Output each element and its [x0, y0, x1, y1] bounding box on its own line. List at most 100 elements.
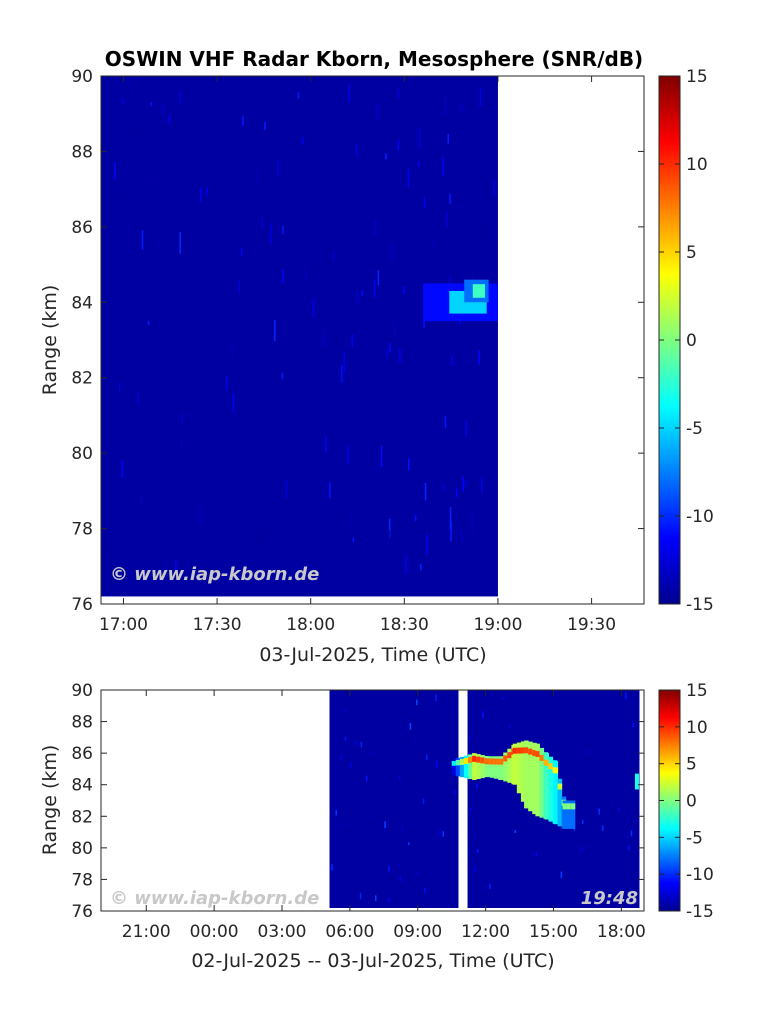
top-noise-streak	[403, 285, 405, 295]
top-noise-streak	[140, 496, 142, 506]
top-noise-streak	[388, 518, 391, 538]
bottom-noise-streak	[398, 862, 400, 867]
bottom-echo-core	[503, 755, 508, 762]
bottom-x-axis: 21:00 00:00 03:00 06:00 09:00 12:00 15:00 18:00	[122, 690, 646, 942]
y-tick-label: 82	[71, 807, 93, 827]
x-tick-label: 19:30	[567, 615, 616, 635]
bottom-noise-streak	[450, 705, 453, 709]
bottom-noise-streak	[626, 835, 629, 839]
bottom-echo-column	[489, 756, 495, 778]
top-noise-streak	[378, 443, 380, 458]
top-noise-streak	[182, 195, 185, 214]
bottom-echo-column	[493, 756, 499, 779]
top-noise-streak	[449, 193, 451, 205]
y-tick-label: 90	[71, 681, 93, 701]
top-noise-streak	[101, 141, 104, 154]
bottom-noise-streak	[333, 867, 335, 870]
x-tick-label: 12:00	[461, 922, 510, 942]
bottom-noise-streak	[344, 820, 346, 826]
bottom-noise-streak	[596, 808, 599, 811]
top-noise-streak	[465, 420, 468, 437]
top-noise-streak	[377, 270, 380, 286]
bottom-echo-column	[548, 756, 554, 822]
colorbar-tick-label: 15	[686, 681, 708, 701]
top-noise-streak	[386, 525, 389, 531]
top-noise-streak	[363, 538, 365, 552]
bottom-noise-streak	[618, 807, 620, 811]
colorbar-tick-label: -15	[686, 902, 714, 922]
x-tick-label: 18:30	[380, 615, 429, 635]
top-noise-streak	[340, 365, 343, 383]
top-noise-streak	[351, 334, 354, 348]
bottom-echo-core	[480, 757, 485, 764]
top-noise-streak	[320, 316, 323, 339]
bottom-echo-core	[548, 763, 554, 770]
bottom-noise-streak	[345, 708, 347, 712]
bottom-echo-core	[535, 750, 540, 757]
top-noise-streak	[399, 347, 401, 364]
top-noise-streak	[418, 161, 420, 167]
top-noise-streak	[422, 195, 424, 217]
top-noise-streak	[444, 98, 446, 117]
top-noise-streak	[350, 512, 353, 534]
top-noise-streak	[414, 515, 417, 522]
bottom-echo-core	[539, 754, 545, 761]
top-noise-streak	[465, 480, 467, 487]
bottom-noise-streak	[499, 801, 501, 805]
top-noise-streak	[225, 376, 228, 391]
top-noise-streak	[148, 177, 151, 190]
bottom-noise-streak	[508, 724, 511, 729]
bottom-echo-core	[463, 757, 469, 764]
top-noise-streak	[114, 162, 116, 181]
bottom-y-axis: 76 78 80 82 84 86 88 90	[71, 681, 644, 922]
top-noise-streak	[385, 153, 387, 160]
top-noise-streak	[386, 349, 389, 358]
top-noise-streak	[206, 187, 208, 196]
top-noise-streak	[442, 157, 444, 177]
bottom-xlabel: 02-Jul-2025 -- 03-Jul-2025, Time (UTC)	[191, 950, 554, 972]
top-noise-streak	[277, 159, 279, 176]
bottom-noise-streak	[481, 711, 483, 714]
top-noise-streak	[281, 372, 284, 380]
top-noise-streak	[348, 83, 350, 103]
top-noise-streak	[264, 233, 266, 238]
top-noise-streak	[301, 137, 304, 145]
bottom-noise-streak	[501, 696, 504, 700]
top-noise-streak	[376, 102, 379, 120]
bottom-echo-column	[455, 758, 461, 777]
top-noise-streak	[449, 507, 452, 529]
x-tick-label: 21:00	[122, 922, 171, 942]
top-noise-streak	[459, 103, 462, 115]
top-noise-streak	[393, 320, 396, 338]
top-noise-streak	[282, 269, 285, 283]
bottom-noise-streak	[435, 760, 438, 768]
bottom-noise-streak	[331, 864, 333, 871]
top-noise-streak	[150, 102, 153, 107]
bottom-noise-streak	[581, 846, 583, 853]
bottom-noise-streak	[582, 819, 584, 824]
top-noise-streak	[355, 143, 358, 157]
bottom-echo-column	[476, 754, 481, 780]
bottom-noise-streak	[628, 845, 630, 851]
bottom-noise-streak	[476, 849, 479, 853]
bottom-noise-streak	[338, 824, 340, 829]
top-y-axis: 76 78 80 82 84 86 88 90	[71, 67, 644, 615]
bottom-echo-core	[553, 767, 559, 774]
bottom-noise-streak	[598, 808, 600, 815]
top-noise-streak	[378, 462, 381, 472]
bottom-noise-streak	[585, 819, 587, 822]
bottom-noise-streak	[424, 887, 426, 893]
bottom-echo-column	[480, 755, 485, 779]
bottom-noise-streak	[366, 775, 368, 782]
top-noise-streak	[347, 444, 349, 465]
bottom-colorbar-ticks: 15 10 5 0 -5 -10 -15	[659, 681, 714, 922]
top-xlabel: 03-Jul-2025, Time (UTC)	[259, 644, 486, 666]
top-noise-streak	[261, 217, 263, 229]
bottom-noise-streak	[409, 723, 412, 730]
bottom-noise-streak	[426, 754, 428, 760]
bottom-noise-streak	[630, 830, 633, 837]
top-noise-streak	[270, 223, 272, 245]
x-tick-label: 00:00	[190, 922, 239, 942]
top-noise-streak	[297, 92, 300, 99]
y-tick-label: 76	[71, 902, 93, 922]
